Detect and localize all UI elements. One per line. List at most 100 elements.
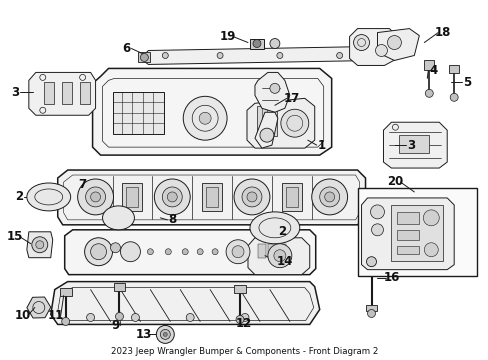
Circle shape bbox=[182, 249, 188, 255]
Circle shape bbox=[366, 257, 376, 267]
Circle shape bbox=[242, 187, 262, 207]
Bar bbox=[60, 288, 72, 296]
Circle shape bbox=[131, 314, 139, 321]
Bar bbox=[126, 187, 138, 207]
Text: 16: 16 bbox=[383, 271, 399, 284]
Text: 2: 2 bbox=[15, 190, 23, 203]
Bar bbox=[258, 244, 265, 258]
Circle shape bbox=[154, 179, 190, 215]
Text: 2: 2 bbox=[277, 225, 285, 238]
Circle shape bbox=[183, 96, 226, 140]
Bar bbox=[113, 283, 125, 291]
Bar bbox=[281, 183, 301, 211]
Text: 18: 18 bbox=[434, 26, 450, 39]
Bar bbox=[44, 82, 54, 104]
Circle shape bbox=[267, 244, 291, 268]
Circle shape bbox=[234, 179, 269, 215]
Bar bbox=[138, 53, 150, 62]
Circle shape bbox=[269, 39, 279, 49]
Circle shape bbox=[311, 179, 347, 215]
Bar bbox=[397, 230, 419, 240]
Polygon shape bbox=[64, 230, 315, 275]
Circle shape bbox=[212, 249, 218, 255]
Text: 13: 13 bbox=[135, 328, 151, 341]
Bar bbox=[202, 183, 222, 211]
Text: 20: 20 bbox=[386, 175, 403, 189]
Text: 4: 4 bbox=[428, 64, 436, 77]
Bar bbox=[424, 60, 433, 71]
Circle shape bbox=[273, 250, 285, 262]
Text: 8: 8 bbox=[168, 213, 176, 226]
Circle shape bbox=[353, 35, 369, 50]
Text: 11: 11 bbox=[47, 309, 64, 322]
Polygon shape bbox=[377, 28, 419, 60]
Circle shape bbox=[86, 314, 94, 321]
Polygon shape bbox=[247, 238, 309, 275]
Circle shape bbox=[424, 243, 437, 257]
Circle shape bbox=[163, 332, 167, 336]
Circle shape bbox=[36, 241, 44, 249]
Polygon shape bbox=[246, 98, 314, 148]
Bar bbox=[399, 135, 428, 153]
Circle shape bbox=[85, 187, 105, 207]
Ellipse shape bbox=[102, 206, 134, 230]
Polygon shape bbox=[140, 46, 377, 64]
Bar bbox=[365, 305, 377, 311]
Circle shape bbox=[280, 109, 308, 137]
Text: 6: 6 bbox=[122, 42, 130, 55]
Bar bbox=[277, 244, 285, 258]
Circle shape bbox=[324, 192, 334, 202]
Circle shape bbox=[160, 329, 170, 339]
Polygon shape bbox=[349, 28, 397, 66]
Circle shape bbox=[78, 179, 113, 215]
Bar bbox=[234, 285, 245, 293]
Circle shape bbox=[260, 128, 273, 142]
Circle shape bbox=[90, 244, 106, 260]
Text: 9: 9 bbox=[111, 319, 120, 332]
Bar bbox=[80, 82, 89, 104]
Circle shape bbox=[370, 205, 384, 219]
Polygon shape bbox=[58, 170, 365, 225]
Polygon shape bbox=[383, 122, 447, 168]
Text: 19: 19 bbox=[220, 30, 236, 43]
Circle shape bbox=[84, 238, 112, 266]
Circle shape bbox=[269, 84, 279, 93]
Circle shape bbox=[199, 112, 211, 124]
Text: 3: 3 bbox=[11, 86, 19, 99]
Circle shape bbox=[197, 249, 203, 255]
Text: 3: 3 bbox=[407, 139, 415, 152]
Bar bbox=[256, 106, 276, 136]
Circle shape bbox=[61, 318, 69, 325]
Text: 14: 14 bbox=[276, 255, 292, 268]
Polygon shape bbox=[27, 232, 53, 258]
Circle shape bbox=[140, 54, 148, 62]
Circle shape bbox=[241, 314, 248, 321]
Polygon shape bbox=[254, 72, 289, 112]
Circle shape bbox=[232, 246, 244, 258]
Bar bbox=[112, 92, 164, 134]
Circle shape bbox=[252, 40, 261, 48]
Circle shape bbox=[147, 249, 153, 255]
Text: 5: 5 bbox=[462, 76, 470, 89]
Bar bbox=[397, 246, 419, 254]
Circle shape bbox=[110, 243, 120, 253]
Circle shape bbox=[90, 192, 101, 202]
Polygon shape bbox=[254, 112, 277, 148]
Circle shape bbox=[115, 312, 123, 320]
Polygon shape bbox=[92, 68, 331, 155]
Text: 17: 17 bbox=[283, 92, 299, 105]
Bar bbox=[61, 82, 72, 104]
Circle shape bbox=[236, 315, 244, 323]
Bar bbox=[448, 66, 458, 73]
Bar bbox=[122, 183, 142, 211]
Circle shape bbox=[425, 89, 432, 97]
Circle shape bbox=[225, 240, 249, 264]
Text: 7: 7 bbox=[79, 179, 86, 192]
Bar bbox=[357, 188, 476, 276]
Ellipse shape bbox=[27, 183, 71, 211]
Circle shape bbox=[367, 310, 375, 318]
Text: 12: 12 bbox=[235, 317, 252, 330]
Circle shape bbox=[319, 187, 339, 207]
Circle shape bbox=[375, 45, 386, 57]
Polygon shape bbox=[51, 282, 319, 324]
